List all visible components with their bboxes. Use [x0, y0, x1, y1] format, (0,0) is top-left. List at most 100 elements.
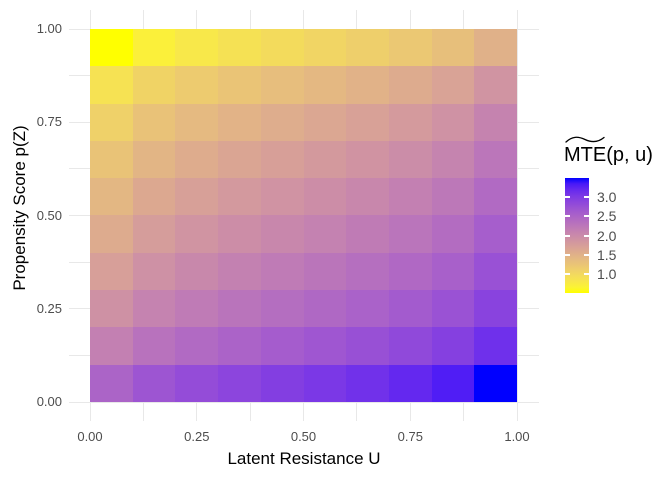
heatmap-tile-u0.25-p0.95 — [175, 29, 219, 67]
legend-tick-mark — [565, 195, 570, 198]
y-tick-label: 0.00 — [36, 394, 62, 409]
heatmap-tile-u0.65-p0.45 — [346, 215, 389, 253]
heatmap-tile-u0.05-p0.85 — [90, 66, 133, 104]
heatmap-tile-u0.05-p0.75 — [90, 103, 133, 141]
heatmap-tile-u0.85-p0.75 — [431, 103, 475, 141]
heatmap-tile-u0.85-p0.85 — [431, 66, 475, 104]
heatmap-tile-u0.25-p0.65 — [175, 140, 219, 179]
heatmap-tile-u0.75-p0.25 — [388, 290, 432, 328]
legend-tick-label: 2.0 — [597, 227, 617, 244]
heatmap-tile-u0.05-p0.35 — [90, 252, 133, 291]
heatmap-tile-u0.35-p0.05 — [218, 364, 261, 402]
heatmap-tile-u0.35-p0.25 — [218, 290, 261, 328]
widetilde-icon — [565, 136, 605, 143]
legend-colorbar — [565, 178, 589, 293]
heatmap-tile-u0.25-p0.75 — [175, 103, 219, 141]
heatmap-tile-u0.05-p0.65 — [90, 140, 133, 179]
legend-tick-label: 2.5 — [597, 208, 617, 225]
x-axis-title: Latent Resistance U — [227, 449, 381, 468]
legend: MTE(p, u) 3.0 2.5 2.0 1.5 1.0 — [564, 134, 672, 304]
heatmap-tile-u0.55-p0.25 — [303, 290, 347, 328]
heatmap-tile-u0.75-p0.15 — [388, 327, 432, 365]
heatmap-tile-u0.95-p0.85 — [474, 66, 517, 104]
heatmap-tile-u0.55-p0.45 — [303, 215, 347, 253]
heatmap-tile-u0.45-p0.85 — [260, 66, 304, 104]
heatmap-tile-u0.95-p0.65 — [474, 140, 517, 179]
heatmap-tile-u0.95-p0.75 — [474, 103, 517, 141]
heatmap-tile-u0.65-p0.55 — [346, 178, 389, 216]
heatmap-tile-u0.55-p0.75 — [303, 103, 347, 141]
heatmap-tile-u0.75-p0.55 — [388, 178, 432, 216]
heatmap-tile-u0.45-p0.95 — [260, 29, 304, 67]
heatmap-tile-u0.15-p0.65 — [132, 140, 176, 179]
heatmap-tile-u0.95-p0.55 — [474, 178, 517, 216]
heatmap-tile-u0.75-p0.45 — [388, 215, 432, 253]
x-tick-label: 0.50 — [290, 429, 317, 444]
heatmap-tile-u0.85-p0.65 — [431, 140, 475, 179]
heatmap-tile-u0.85-p0.95 — [431, 29, 475, 67]
legend-tick-label: 3.0 — [597, 188, 617, 205]
heatmap-tile-u0.45-p0.75 — [260, 103, 304, 141]
heatmap-tile-u0.35-p0.45 — [218, 215, 261, 253]
heatmap-tile-u0.35-p0.95 — [218, 29, 261, 67]
legend-title: MTE(p, u) — [564, 136, 653, 167]
heatmap-tile-u0.55-p0.55 — [303, 178, 347, 216]
heatmap-tile-u0.75-p0.95 — [388, 29, 432, 67]
heatmap-tile-u0.85-p0.05 — [431, 364, 475, 402]
heatmap-tile-u0.75-p0.85 — [388, 66, 432, 104]
legend-tick-mark — [584, 253, 589, 256]
heatmap-tile-u0.75-p0.65 — [388, 140, 432, 179]
heatmap-tile-u0.45-p0.05 — [260, 364, 304, 402]
heatmap-tile-u0.95-p0.15 — [474, 327, 517, 365]
heatmap-tile-u0.15-p0.45 — [132, 215, 176, 253]
legend-tick-mark — [565, 273, 570, 276]
y-tick-label: 0.25 — [36, 300, 62, 316]
x-tick-label: 0.25 — [184, 429, 210, 444]
heatmap-tile-u0.05-p0.05 — [90, 364, 133, 402]
heatmap-tile-u0.55-p0.95 — [303, 29, 347, 67]
y-tick-label: 1.00 — [36, 21, 62, 36]
legend-tick-label: 1.0 — [597, 266, 617, 283]
legend-tick-mark — [584, 234, 589, 237]
heatmap-tile-u0.35-p0.15 — [218, 327, 261, 365]
gridline-horizontal — [69, 401, 539, 403]
legend-title-suffix: (p, u) — [606, 144, 653, 166]
y-tick-label: 0.50 — [36, 207, 62, 223]
heatmap-tile-u0.15-p0.35 — [132, 252, 176, 291]
x-tick-label: 0.75 — [397, 429, 423, 444]
heatmap-tile-u0.45-p0.45 — [260, 215, 304, 253]
heatmap-tile-u0.75-p0.35 — [388, 252, 432, 291]
heatmap-tile-u0.05-p0.45 — [90, 215, 133, 253]
plot-panel — [69, 10, 539, 421]
heatmap-tile-u0.05-p0.25 — [90, 290, 133, 328]
heatmap-tile-u0.55-p0.15 — [303, 327, 347, 365]
heatmap-tile-u0.15-p0.95 — [132, 29, 176, 67]
heatmap-tile-u0.35-p0.55 — [218, 178, 261, 216]
heatmap-tile-u0.45-p0.65 — [260, 140, 304, 179]
heatmap-tile-u0.85-p0.25 — [431, 290, 475, 328]
heatmap-tile-u0.45-p0.15 — [260, 327, 304, 365]
heatmap-tile-u0.95-p0.25 — [474, 290, 517, 328]
heatmap-tile-u0.25-p0.45 — [175, 215, 219, 253]
heatmap-tile-u0.35-p0.75 — [218, 103, 261, 141]
heatmap-tile-u0.15-p0.05 — [132, 364, 176, 402]
heatmap-tile-u0.25-p0.05 — [175, 364, 219, 402]
heatmap-tile-u0.65-p0.95 — [346, 29, 389, 67]
heatmap-tile-u0.55-p0.85 — [303, 66, 347, 104]
heatmap-tile-u0.55-p0.35 — [303, 252, 347, 291]
heatmap-tile-u0.15-p0.55 — [132, 178, 176, 216]
heatmap-tile-u0.15-p0.85 — [132, 66, 176, 104]
heatmap-tile-u0.25-p0.85 — [175, 66, 219, 104]
heatmap-tile-u0.25-p0.55 — [175, 178, 219, 216]
heatmap-tile-u0.05-p0.15 — [90, 327, 133, 365]
legend-title-main: MTE — [564, 144, 607, 166]
heatmap-tile-u0.45-p0.35 — [260, 252, 304, 291]
heatmap-tile-u0.85-p0.35 — [431, 252, 475, 291]
y-axis-title: Propensity Score p(Z) — [10, 125, 29, 291]
heatmap-tile-u0.35-p0.85 — [218, 66, 261, 104]
heatmap-tile-u0.05-p0.55 — [90, 178, 133, 216]
heatmap-tile-u0.65-p0.85 — [346, 66, 389, 104]
heatmap-tile-u0.25-p0.25 — [175, 290, 219, 328]
heatmap-tile-u0.95-p0.95 — [474, 29, 517, 67]
